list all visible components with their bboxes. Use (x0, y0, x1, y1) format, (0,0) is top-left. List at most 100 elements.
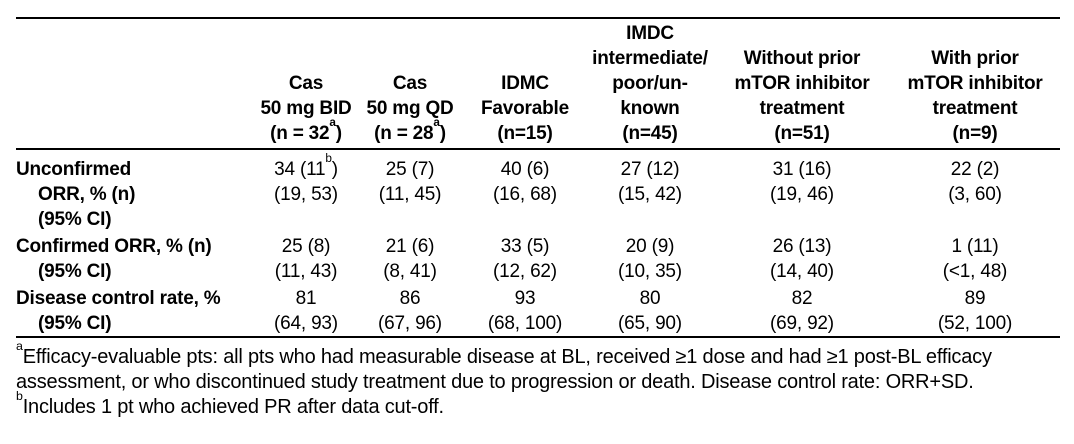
footnote-a-text: Efficacy-evaluable pts: all pts who had … (16, 346, 992, 393)
n-count-close: ) (335, 123, 342, 144)
value-line: 93 (514, 288, 536, 309)
superscript-marker: a (329, 116, 336, 130)
row-label-line: Confirmed ORR, % (n) (16, 236, 212, 257)
ci-line: (12, 62) (493, 261, 557, 282)
col-header-cas-50mg-bid: Cas 50 mg BID (n = 32a) (256, 18, 356, 149)
ci-line: (19, 53) (274, 184, 338, 205)
value-line: 34 (11b) (256, 153, 356, 182)
header-line: 50 mg BID (260, 98, 352, 119)
table-header: Cas 50 mg BID (n = 32a) Cas 50 mg QD (n … (16, 18, 1060, 149)
col-header-cas-50mg-qd: Cas 50 mg QD (n = 28a) (356, 18, 464, 149)
ci-line: (65, 90) (618, 313, 682, 334)
footnote-b-marker: b (16, 388, 23, 403)
header-line: mTOR inhibitor (734, 73, 870, 94)
value-line: 21 (6) (385, 236, 435, 257)
col-header-with-prior-mtor: With prior mTOR inhibitor treatment (n=9… (890, 18, 1060, 149)
ci-line: (14, 40) (770, 261, 834, 282)
value-line: 31 (16) (772, 159, 832, 180)
header-line: With prior (931, 48, 1019, 69)
row-label-line: ORR, % (n) (38, 184, 136, 205)
footnote-b: bIncludes 1 pt who achieved PR after dat… (16, 390, 1060, 420)
header-line: treatment (932, 98, 1018, 119)
header-line: (n=45) (622, 123, 678, 144)
header-line: (n=15) (497, 123, 553, 144)
value-line: 86 (399, 288, 421, 309)
value-line: 80 (639, 288, 661, 309)
footnote-a: aEfficacy-evaluable pts: all pts who had… (16, 340, 1060, 395)
ci-line: (16, 68) (493, 184, 557, 205)
footnotes: aEfficacy-evaluable pts: all pts who had… (16, 340, 1060, 420)
ci-line: (8, 41) (383, 261, 437, 282)
value-cell: 82 (69, 92) (714, 284, 890, 337)
row-label-disease-control-rate: Disease control rate, % (95% CI) (16, 284, 256, 337)
value-line: 22 (2) (950, 159, 1000, 180)
value-line: 33 (5) (500, 236, 550, 257)
row-label-line: Disease control rate, % (16, 288, 221, 309)
value-cell: 31 (16) (19, 46) (714, 149, 890, 232)
col-header-without-prior-mtor: Without prior mTOR inhibitor treatment (… (714, 18, 890, 149)
row-label-confirmed-orr: Confirmed ORR, % (n) (95% CI) (16, 232, 256, 284)
ci-line: (11, 45) (378, 184, 442, 205)
header-line: (n=9) (952, 123, 998, 144)
header-line: (n=51) (774, 123, 830, 144)
value-line: 20 (9) (625, 236, 675, 257)
ci-line: (69, 92) (770, 313, 834, 334)
value-cell: 26 (13) (14, 40) (714, 232, 890, 284)
footnote-a-marker: a (16, 338, 23, 353)
header-line: Cas (392, 73, 428, 94)
ci-line: (3, 60) (948, 184, 1002, 205)
value-cell: 33 (5) (12, 62) (464, 232, 586, 284)
value-cell: 89 (52, 100) (890, 284, 1060, 337)
header-line: Without prior (743, 48, 861, 69)
value-line: 25 (7) (385, 159, 435, 180)
n-count: (n = 32 (270, 123, 330, 144)
col-header-idmc-favorable: IDMC Favorable (n=15) (464, 18, 586, 149)
header-line: known (620, 98, 680, 119)
value-cell: 86 (67, 96) (356, 284, 464, 337)
header-line: 50 mg QD (366, 98, 454, 119)
superscript-marker: a (433, 116, 440, 130)
row-label-line: Unconfirmed (16, 159, 131, 180)
header-line: (n = 28a) (356, 117, 464, 146)
value-line: 25 (8) (281, 236, 331, 257)
value-cell: 22 (2) (3, 60) (890, 149, 1060, 232)
ci-line: (15, 42) (618, 184, 682, 205)
value-cell: 93 (68, 100) (464, 284, 586, 337)
value-line: 26 (13) (772, 236, 832, 257)
table-body: Unconfirmed ORR, % (n) (95% CI) 34 (11b)… (16, 149, 1060, 337)
col-header-imdc-intermediate-poor-unknown: IMDC intermediate/ poor/un- known (n=45) (586, 18, 714, 149)
superscript-marker: b (325, 152, 332, 166)
header-line: IMDC (626, 23, 674, 44)
n-count: (n = 28 (374, 123, 434, 144)
header-line: intermediate/ (592, 48, 708, 69)
header-line: poor/un- (612, 73, 688, 94)
value-line: 89 (964, 288, 986, 309)
value-line: 82 (791, 288, 813, 309)
n-count-close: ) (439, 123, 446, 144)
value-cell: 80 (65, 90) (586, 284, 714, 337)
header-line: treatment (759, 98, 845, 119)
ci-line: (67, 96) (378, 313, 442, 334)
header-line: Cas (288, 73, 324, 94)
value-cell: 40 (6) (16, 68) (464, 149, 586, 232)
row-label-line: (95% CI) (38, 261, 112, 282)
value-line: 27 (12) (620, 159, 680, 180)
ci-line: (52, 100) (937, 313, 1013, 334)
ci-line: (10, 35) (618, 261, 682, 282)
row-confirmed-orr: Confirmed ORR, % (n) (95% CI) 25 (8) (11… (16, 232, 1060, 284)
row-label-unconfirmed-orr: Unconfirmed ORR, % (n) (95% CI) (16, 149, 256, 232)
value-line: 40 (6) (500, 159, 550, 180)
value-cell: 1 (11) (<1, 48) (890, 232, 1060, 284)
efficacy-table: Cas 50 mg BID (n = 32a) Cas 50 mg QD (n … (16, 17, 1060, 338)
header-line: IDMC (501, 73, 549, 94)
value-cell: 21 (6) (8, 41) (356, 232, 464, 284)
row-unconfirmed-orr: Unconfirmed ORR, % (n) (95% CI) 34 (11b)… (16, 149, 1060, 232)
value-text: 34 (11 (274, 159, 326, 180)
value-cell: 20 (9) (10, 35) (586, 232, 714, 284)
header-line: Favorable (481, 98, 569, 119)
table-figure: Cas 50 mg BID (n = 32a) Cas 50 mg QD (n … (16, 17, 1060, 420)
value-cell: 34 (11b) (19, 53) (256, 149, 356, 232)
ci-line: (19, 46) (770, 184, 834, 205)
header-line: mTOR inhibitor (907, 73, 1043, 94)
ci-line: (64, 93) (274, 313, 338, 334)
